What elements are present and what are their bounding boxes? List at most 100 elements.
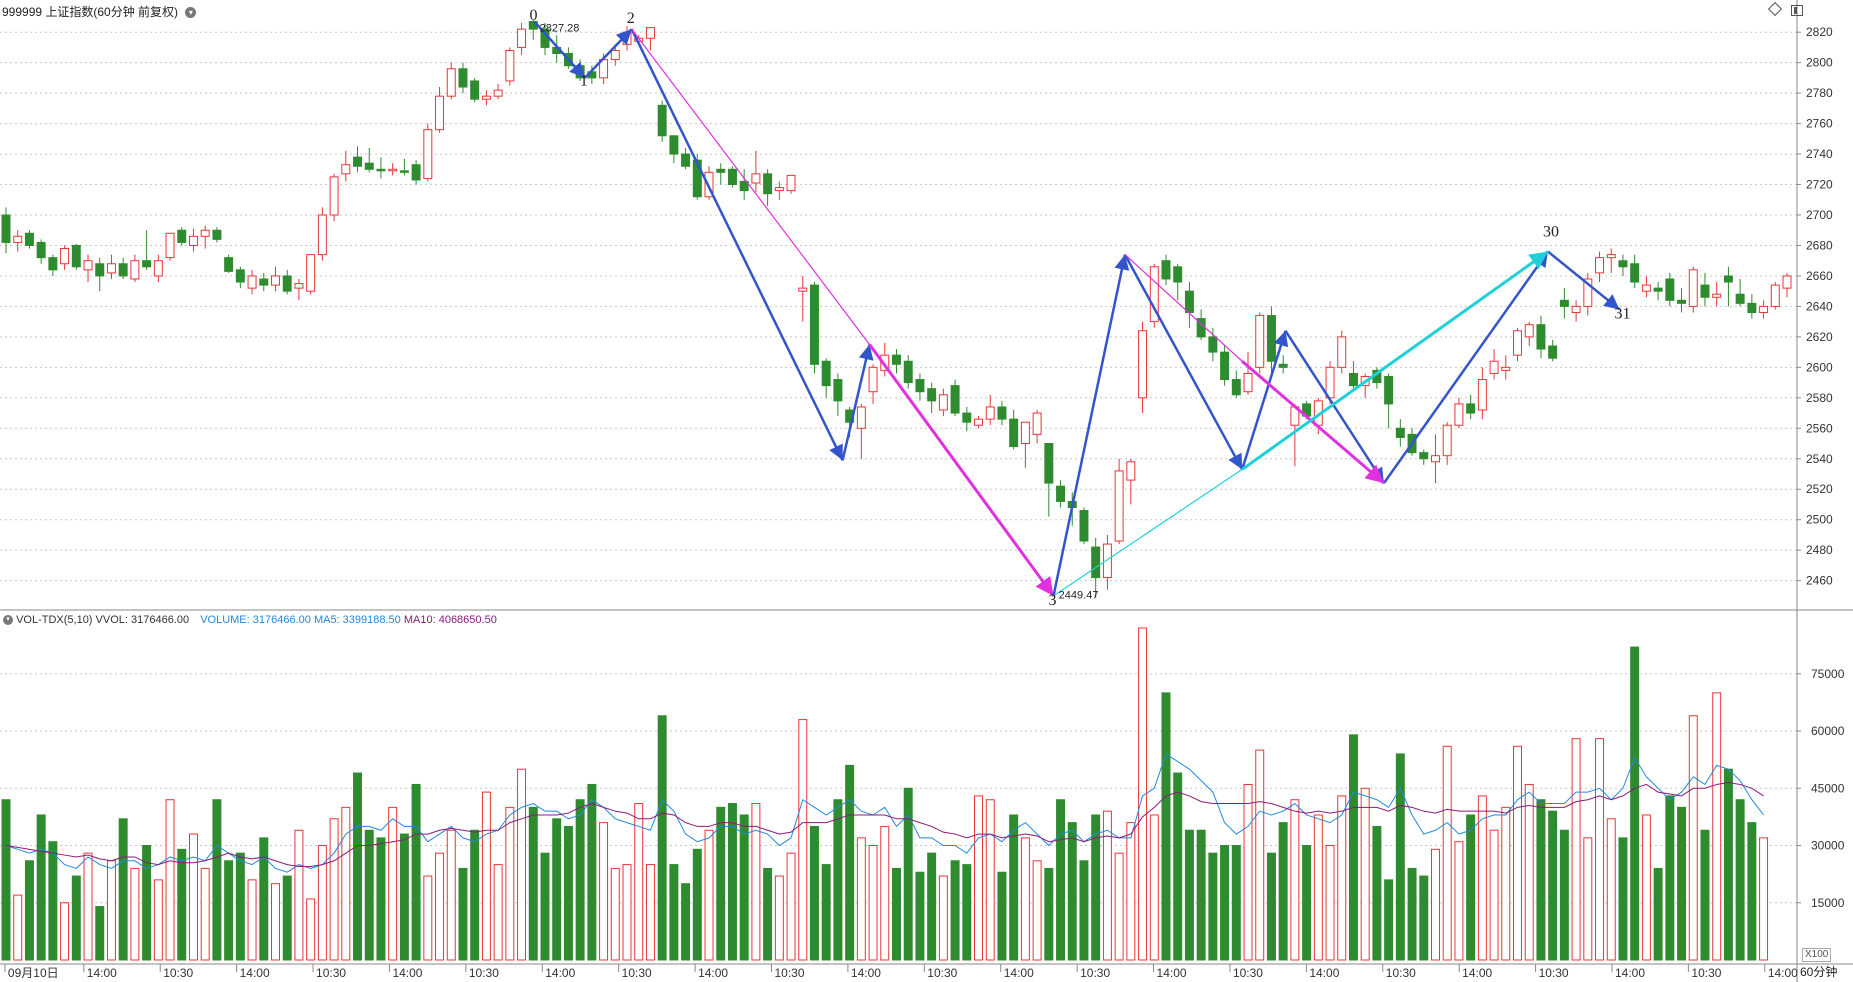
- volume-bar: [1313, 814, 1323, 961]
- candle-body: [950, 385, 960, 414]
- candle-body: [306, 254, 316, 292]
- volume-bar: [212, 799, 222, 961]
- volume-bar: [1138, 627, 1148, 961]
- collapse-icon[interactable]: ▾: [3, 615, 13, 626]
- volume-bar: [60, 902, 70, 961]
- candle-body: [1630, 263, 1640, 283]
- candle-body: [165, 232, 175, 259]
- wave-number-label: 0: [529, 7, 537, 24]
- volume-bar: [669, 864, 679, 961]
- price-extreme-label: 2449.47: [1059, 589, 1099, 601]
- volume-bar: [599, 822, 609, 961]
- volume-bar: [306, 898, 316, 961]
- candle-body: [716, 168, 726, 173]
- volume-bar: [48, 841, 58, 961]
- volume-bar: [1513, 745, 1522, 961]
- volume-bar: [446, 829, 456, 961]
- candle-body: [1395, 427, 1405, 438]
- candle-body: [1477, 379, 1487, 411]
- candle-body: [60, 248, 70, 265]
- candle-body: [1126, 461, 1136, 481]
- volume-bar: [1723, 768, 1733, 961]
- ma5-value: MA5: 3399188.50: [313, 614, 401, 626]
- candle-body: [376, 168, 386, 172]
- volume-bar: [1747, 822, 1757, 961]
- price-tick-label: 2600: [1806, 360, 1833, 374]
- volume-bar: [165, 799, 175, 961]
- candle-body: [1677, 299, 1687, 304]
- volume-bar: [610, 867, 620, 961]
- diamond-icon[interactable]: [1767, 1, 1783, 17]
- price-tick-label: 2800: [1806, 56, 1833, 70]
- wave-number-label: 31: [1614, 306, 1630, 323]
- volume-bar: [552, 818, 562, 961]
- candle-body: [1770, 284, 1780, 307]
- volume-bar: [681, 883, 691, 961]
- volume-bar: [1372, 825, 1382, 961]
- candle-body: [1208, 336, 1218, 353]
- volume-bar: [1384, 879, 1394, 961]
- volume-value: VOLUME: 3176466.00: [200, 614, 311, 626]
- candle-body: [985, 406, 995, 420]
- volume-bar: [950, 860, 960, 961]
- wave-segment: [533, 20, 586, 79]
- candle-body: [739, 180, 749, 192]
- volume-bar: [1032, 860, 1042, 961]
- candle-body: [1571, 305, 1581, 313]
- candle-body: [106, 263, 116, 274]
- volume-bar: [751, 803, 761, 961]
- window-icon[interactable]: [1791, 5, 1804, 17]
- volume-tick-label: 15000: [1811, 896, 1845, 910]
- candle-body: [1, 214, 11, 243]
- candle-body: [341, 164, 351, 175]
- volume-bar: [1700, 829, 1710, 961]
- volume-bar: [505, 806, 515, 961]
- candle-body: [1278, 363, 1288, 368]
- candle-body: [388, 168, 398, 172]
- time-tick-label: 10:30: [622, 966, 652, 980]
- volume-bar: [938, 875, 948, 961]
- volume-bar: [1395, 753, 1405, 961]
- volume-bar: [317, 845, 327, 961]
- candle-body: [1712, 293, 1722, 298]
- volume-bar: [376, 837, 386, 961]
- candle-body: [1641, 284, 1651, 292]
- volume-bar: [247, 879, 257, 961]
- candle-body: [1173, 266, 1183, 283]
- volume-bar: [224, 860, 234, 961]
- candle-body: [1559, 299, 1569, 307]
- dropdown-icon[interactable]: ▾: [185, 7, 197, 19]
- volume-bar: [399, 833, 409, 961]
- candle-body: [294, 283, 304, 289]
- unit-label: X100: [1802, 948, 1832, 962]
- volume-bar: [1630, 646, 1640, 961]
- volume-bar: [1735, 799, 1745, 961]
- price-tick-label: 2780: [1806, 86, 1833, 100]
- volume-bar: [271, 883, 280, 961]
- wave-segment: [631, 28, 871, 345]
- chart-title-bar: 999999 上证指数(60分钟 前复权) ▾: [2, 3, 197, 20]
- time-tick-label: 14:00: [698, 966, 728, 980]
- volume-bar: [1161, 692, 1171, 961]
- wave-lines: [533, 20, 1621, 597]
- candle-body: [470, 80, 480, 100]
- volume-bar: [1126, 822, 1136, 961]
- wave-segment: [1053, 468, 1243, 597]
- volume-bar: [1208, 852, 1218, 961]
- volume-bar: [1477, 795, 1487, 961]
- volume-bar: [739, 814, 749, 961]
- volume-indicator-name: VOL-TDX(5,10): [16, 614, 93, 626]
- price-tick-label: 2680: [1806, 238, 1833, 252]
- candle-body: [962, 412, 972, 423]
- time-tick-label: 14:00: [1004, 966, 1034, 980]
- candle-body: [938, 394, 948, 411]
- candle-body: [1442, 424, 1452, 457]
- volume-bar: [1688, 715, 1698, 961]
- candle-body: [892, 354, 901, 365]
- volume-bar: [528, 806, 538, 961]
- wave-number-label: 2: [627, 10, 635, 27]
- candle-body: [130, 260, 140, 280]
- candle-body: [329, 176, 339, 216]
- candle-body: [809, 284, 819, 365]
